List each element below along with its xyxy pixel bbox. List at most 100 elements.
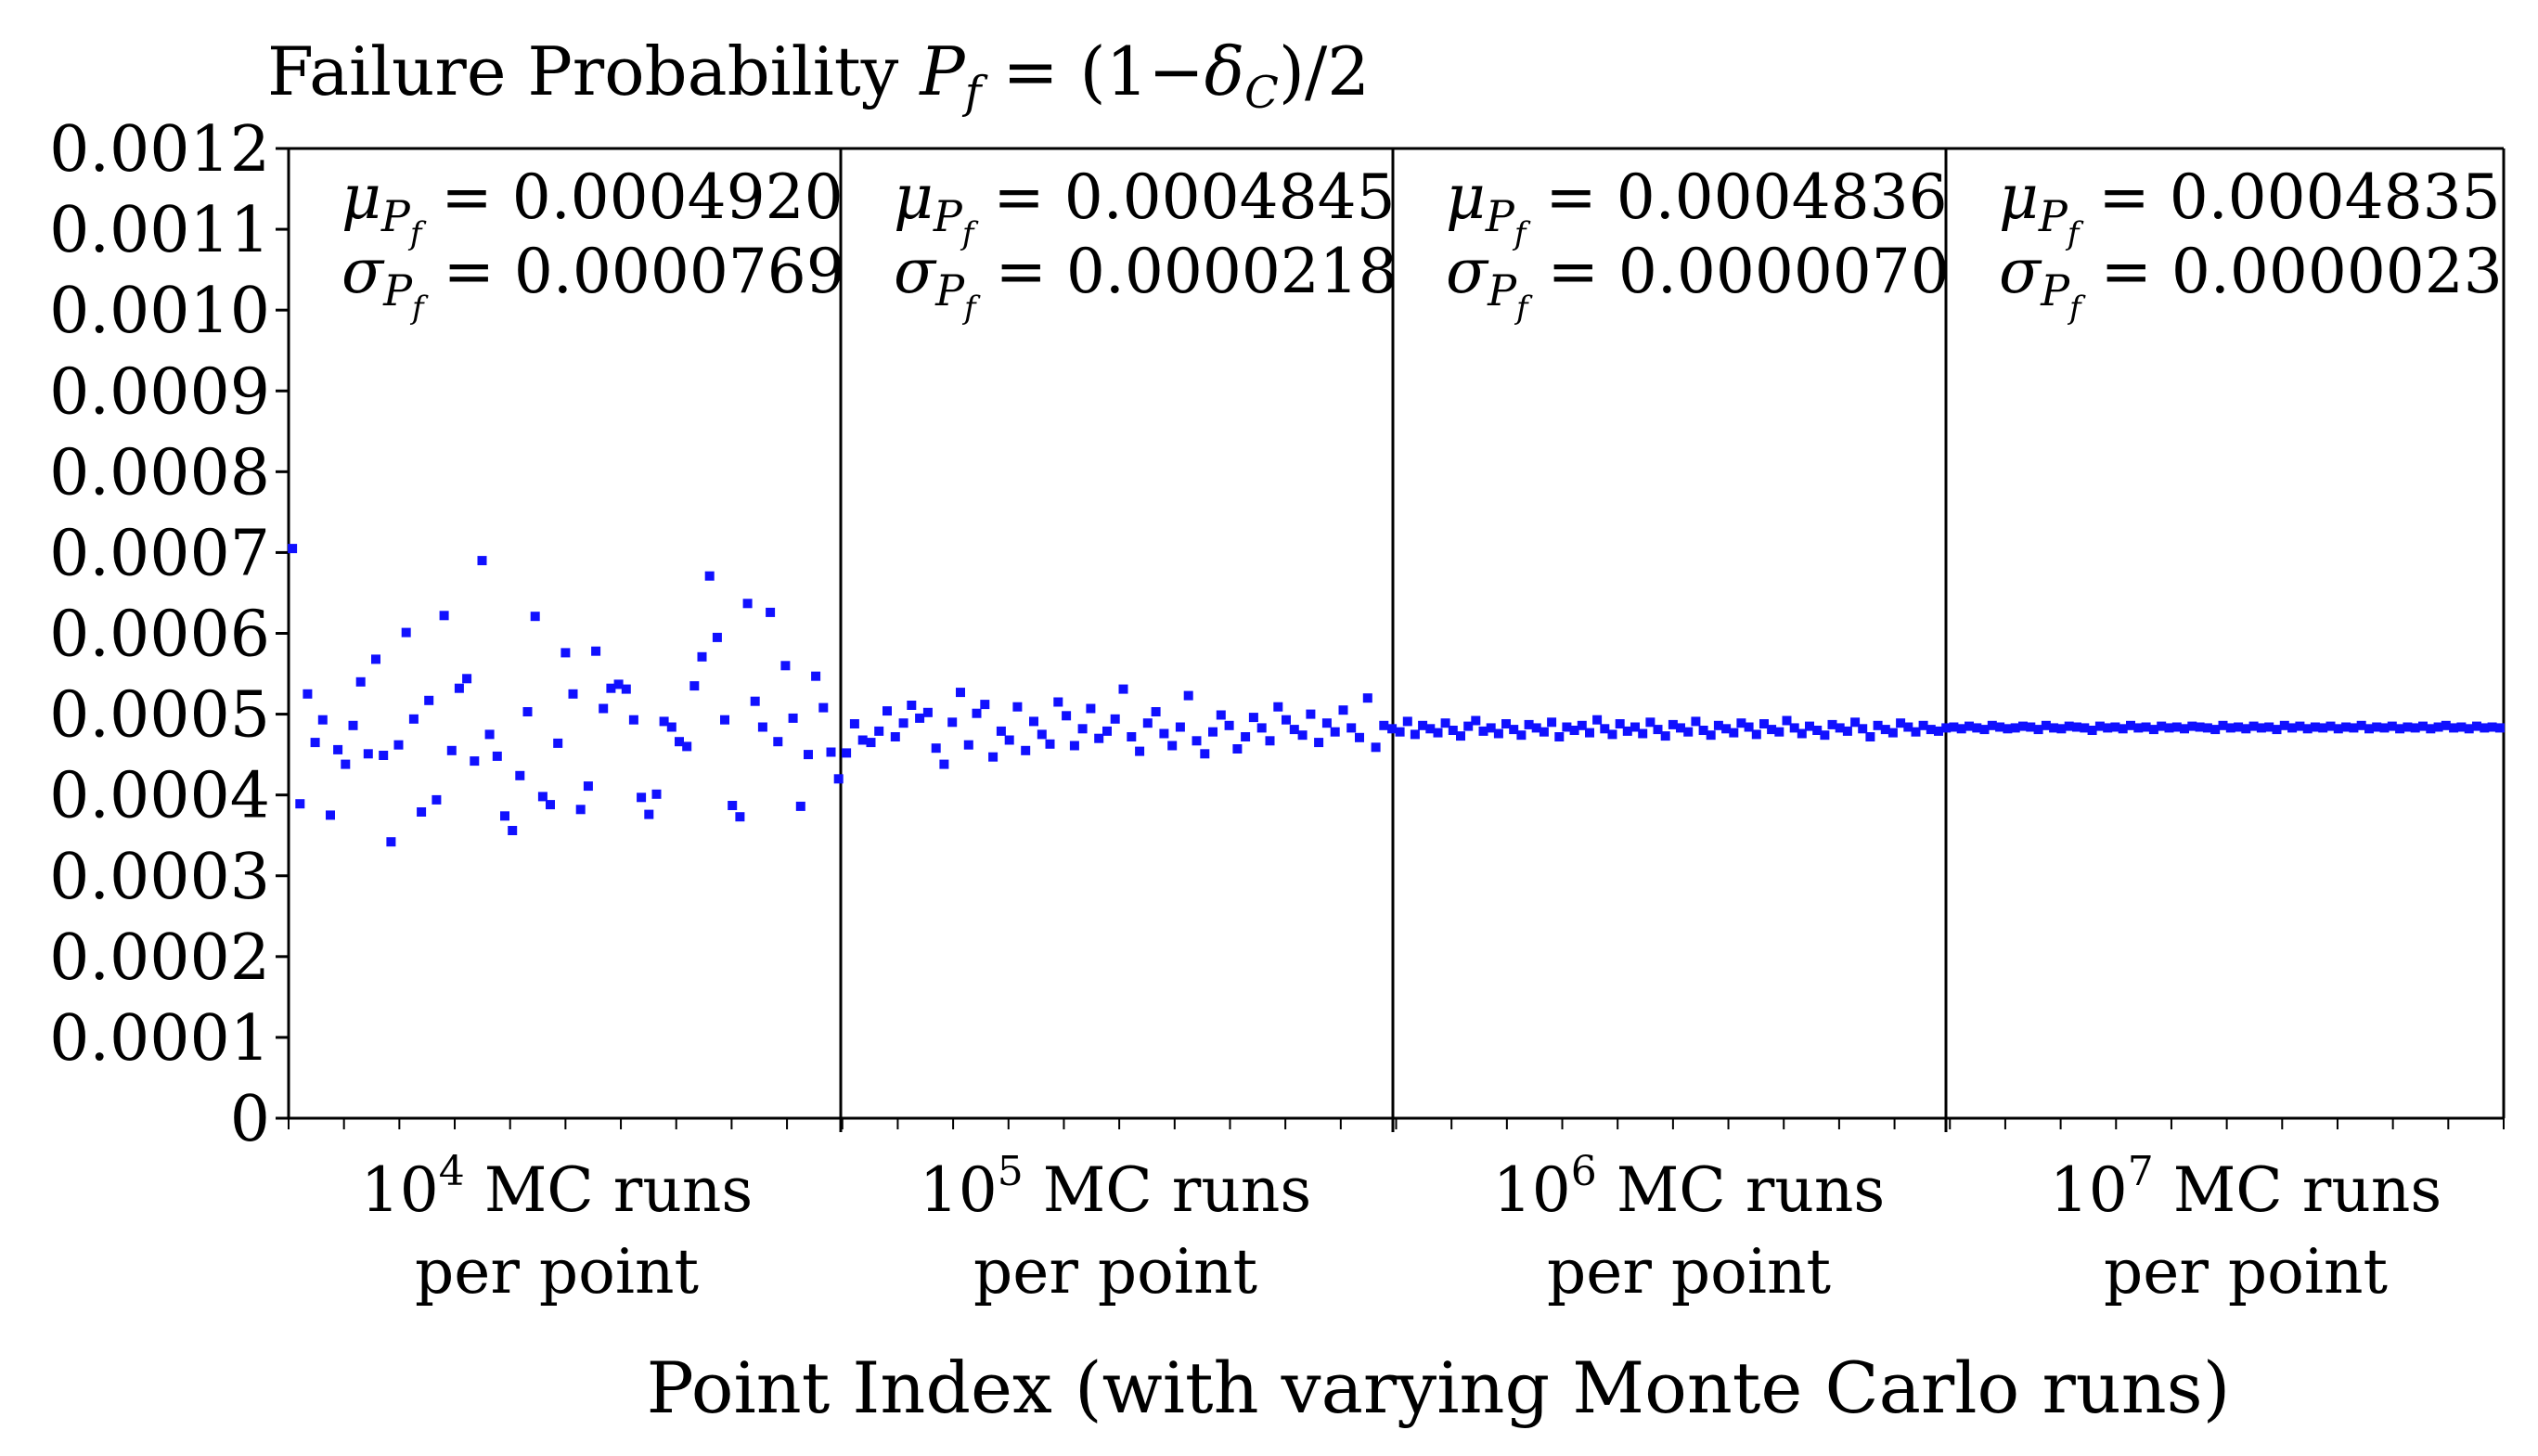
data-point [2356,720,2366,730]
data-point [644,809,654,819]
data-point [1873,720,1883,730]
panel-2-mu: μPf = 0.0004845 [894,161,1396,252]
data-point [857,735,868,745]
mu-sub: P [1485,191,1515,241]
data-point [637,792,647,803]
data-point [1683,727,1694,737]
data-point [2264,722,2274,732]
data-point [2318,723,2328,733]
data-point [1949,722,1959,732]
data-point [2072,722,2081,732]
title-delta-sub: C [1244,67,1279,119]
data-point [2187,721,2197,731]
x-axis-label: Point Index (with varying Monte Carlo ru… [647,1346,2231,1429]
runs-base: 10 [920,1154,998,1226]
chart-title: Failure Probability Pf = (1−δC)/2 [267,32,1370,119]
y-tick-label: 0.0006 [49,599,270,672]
mu-symbol: μ [341,161,381,233]
data-point [890,732,900,741]
data-point [424,695,434,705]
data-point [1200,749,1210,759]
data-point [728,801,738,810]
data-point [515,770,525,780]
data-point [530,612,540,622]
panel-stats-2: μPf = 0.0004845 σPf = 0.0000218 [894,161,1398,327]
title-prefix: Failure Probability [267,32,920,110]
data-point [2487,722,2497,732]
data-point [2395,724,2405,734]
data-point [326,810,335,820]
panel-stats-1: μPf = 0.0004920 σPf = 0.0000769 [341,161,845,327]
data-point [2248,721,2259,731]
data-point [1069,741,1079,751]
data-point [922,707,933,717]
panel-label-4: 107 MC runs per point [2050,1148,2441,1308]
title-symbol: P [918,32,966,110]
data-point [818,702,829,713]
data-point [766,607,776,617]
data-point [1706,730,1716,741]
data-point [898,718,908,728]
x-tick-group [288,1118,2505,1129]
panel-4-sigma: σPf = 0.0000023 [1999,236,2503,327]
data-point [2234,722,2244,732]
data-point [1987,720,1997,730]
data-point [675,737,684,747]
panel-1-sigma: σPf = 0.0000769 [341,236,845,327]
data-point [2218,720,2228,730]
data-point [996,726,1006,736]
data-point [2133,723,2144,733]
y-tick-label: 0.0010 [49,275,270,348]
data-point [1493,728,1503,739]
data-point [697,651,707,662]
data-point [1208,727,1217,737]
title-suffix: )/2 [1279,32,1370,110]
data-point [2464,724,2474,734]
data-point [1175,722,1185,732]
runs-base: 10 [2050,1154,2128,1226]
data-point [1965,721,1974,731]
panel-1-runs: 104 MC runs [361,1148,753,1226]
data-point [963,740,973,750]
data-point [1622,726,1632,736]
data-point [2310,722,2320,732]
data-point [2225,723,2235,733]
data-point [1118,684,1128,694]
sigma-value: = 0.0000070 [1528,236,1950,307]
panel-1-line2: per point [415,1236,699,1308]
data-point [2256,723,2266,733]
data-point [1691,716,1701,727]
data-point [500,811,509,821]
data-point [1256,723,1267,733]
data-point [1585,728,1594,738]
data-point [492,751,502,761]
panel-label-1: 104 MC runs per point [361,1148,753,1308]
data-point [780,661,791,671]
data-point [621,684,631,694]
data-point [849,719,859,728]
data-point [2287,723,2298,733]
data-point [666,722,676,732]
data-point [947,717,958,728]
data-point [689,681,700,691]
data-point [1418,720,1428,730]
data-point [591,646,601,656]
data-point [575,805,586,815]
y-tick-label: 0.0008 [49,436,270,509]
data-point [1865,732,1875,741]
data-point [1531,723,1541,733]
data-point [1926,725,1936,735]
data-point [1110,714,1120,724]
data-point [371,654,380,664]
data-point [522,707,533,716]
data-point [1127,732,1137,741]
data-point [2325,721,2336,731]
data-point [408,714,419,724]
data-point [1934,726,1943,736]
data-point [568,689,578,699]
data-point [659,716,669,727]
data-point [1820,730,1830,741]
data-point [2272,725,2282,735]
data-point [956,688,965,698]
